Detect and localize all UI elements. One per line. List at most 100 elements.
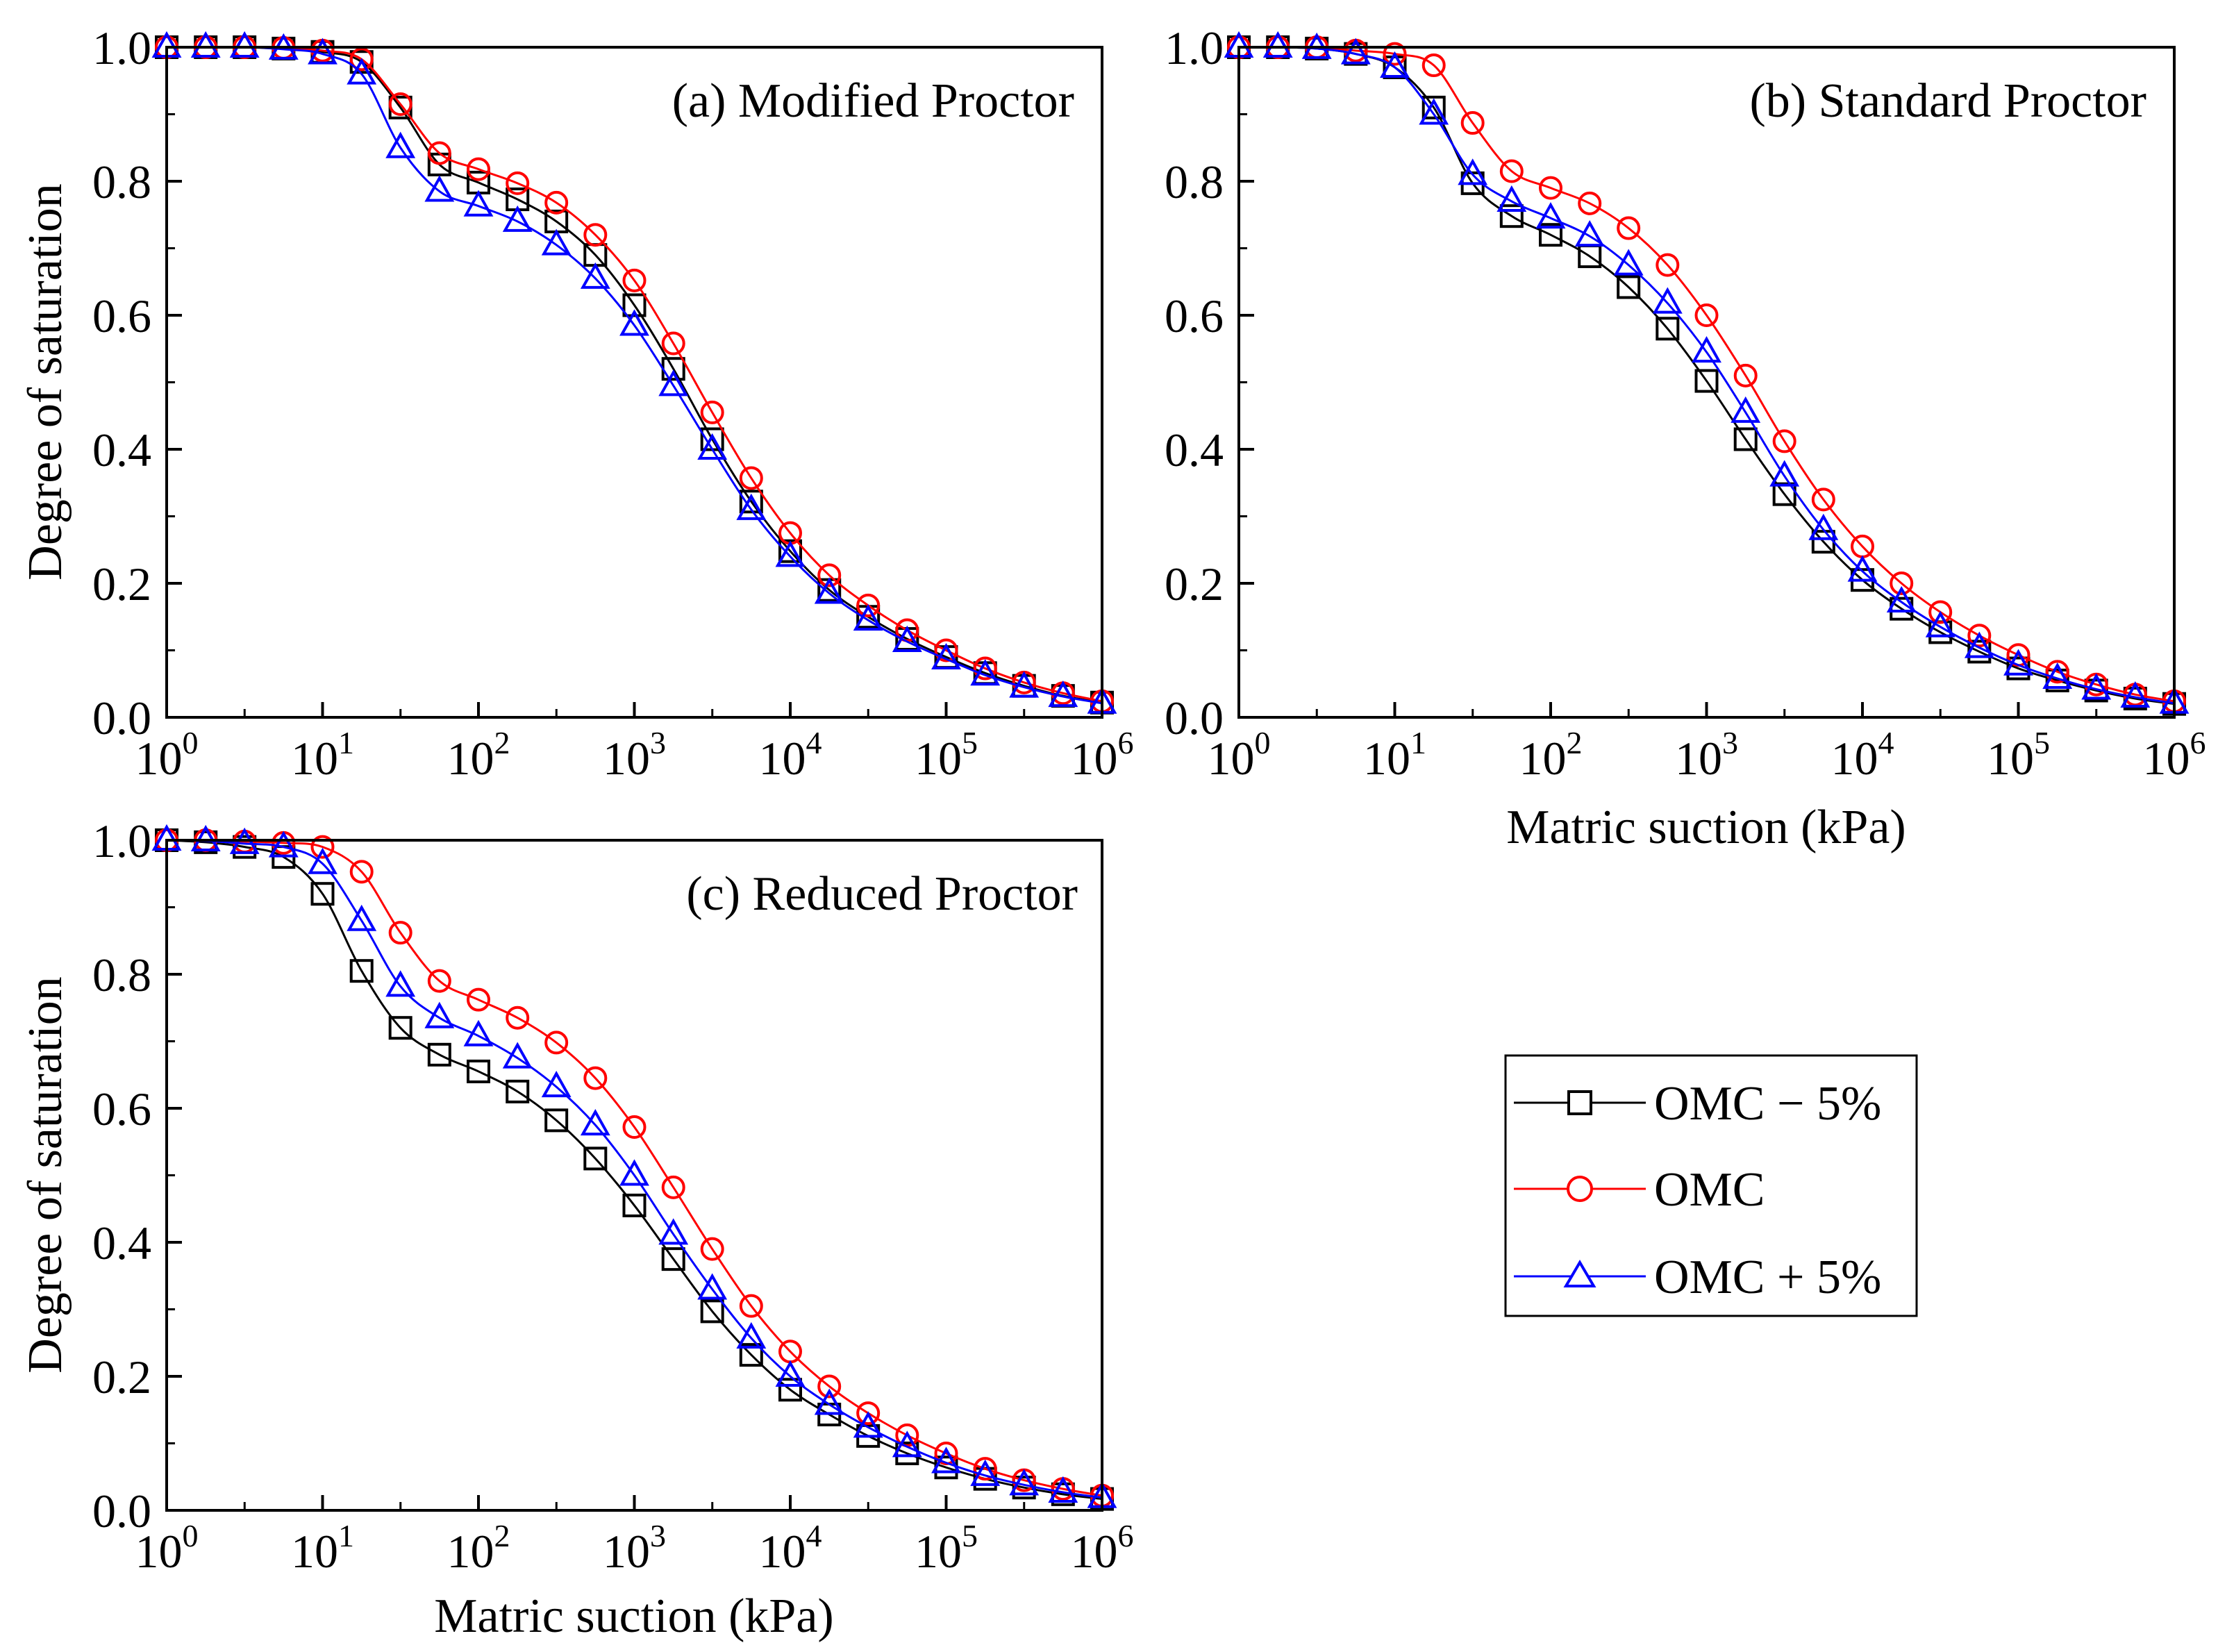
data-point-triangle (931, 642, 961, 670)
data-point-square (427, 1042, 451, 1067)
x-tick-label: 104 (1831, 725, 1894, 785)
x-tick-label: 102 (447, 1518, 510, 1578)
data-point-triangle (308, 37, 337, 65)
data-point-triangle (697, 1273, 728, 1300)
data-point-triangle (892, 1430, 922, 1458)
x-tick-label: 105 (915, 1518, 978, 1578)
data-point-circle (661, 331, 685, 356)
x-tick-label: 106 (2143, 725, 2206, 785)
x-tick-label: 106 (1071, 725, 1134, 785)
y-tick-label: 0.0 (1165, 692, 1224, 744)
y-tick-label: 1.0 (1165, 22, 1224, 74)
data-point-triangle (1731, 396, 1761, 423)
data-point-triangle (1535, 201, 1566, 229)
data-point-square (739, 1343, 763, 1367)
data-point-triangle (619, 1159, 649, 1186)
data-point-square (349, 959, 374, 983)
data-point-circle (700, 1237, 724, 1261)
square-icon (1567, 1090, 1592, 1115)
data-point-triangle (580, 262, 610, 289)
data-point-triangle (1048, 1476, 1078, 1503)
data-point-triangle (580, 1109, 610, 1136)
data-point-square (310, 882, 335, 906)
data-point-triangle (424, 175, 455, 202)
x-tick-label: 100 (1208, 725, 1271, 785)
x-tick-label: 103 (1675, 725, 1738, 785)
y-tick-label: 0.6 (92, 1083, 151, 1135)
data-point-triangle (1847, 555, 1878, 582)
series-triangle (151, 824, 1117, 1508)
data-point-square (1421, 95, 1446, 119)
y-tick-label: 0.2 (1165, 558, 1224, 610)
data-point-triangle (697, 433, 728, 460)
data-point-circle (1421, 53, 1446, 78)
data-point-triangle (736, 493, 767, 520)
series-line (167, 46, 1103, 705)
data-point-square (1694, 369, 1719, 393)
data-point-circle (1460, 111, 1485, 135)
y-tick-label: 0.2 (92, 558, 151, 610)
data-point-circle (817, 563, 842, 587)
data-point-triangle (1769, 460, 1800, 487)
data-point-circle (973, 1457, 997, 1481)
x-tick-label: 101 (291, 725, 354, 785)
data-point-circle (1617, 216, 1641, 240)
x-tick-label: 103 (603, 1518, 666, 1578)
panel-title: (c) Reduced Proctor (686, 867, 1078, 921)
data-point-square (1733, 427, 1758, 451)
x-tick-label: 105 (1987, 725, 2050, 785)
data-point-circle (661, 1175, 685, 1199)
x-tick-label: 100 (135, 725, 199, 785)
series-triangle (151, 31, 1117, 714)
data-point-triangle (970, 1459, 1001, 1486)
y-axis-title: Degree of saturation (19, 976, 72, 1373)
panel-title: (b) Standard Proctor (1749, 74, 2146, 128)
data-point-circle (1694, 303, 1719, 327)
series-line (167, 46, 1103, 703)
data-point-circle (544, 190, 569, 215)
data-point-triangle (931, 1446, 961, 1474)
x-tick-label: 102 (1519, 725, 1583, 785)
data-point-circle (1928, 600, 1953, 624)
data-point-triangle (658, 1218, 689, 1245)
panel-b: 100 101 102 103 104 105 1060.00.20.40.60.81.0 … (1165, 22, 2206, 854)
data-point-circle (349, 47, 374, 72)
data-point-square (388, 1016, 412, 1040)
data-point-square (506, 1079, 530, 1103)
x-tick-label: 100 (135, 1518, 199, 1578)
data-point-triangle (1009, 1469, 1040, 1496)
data-point-circle (973, 656, 997, 681)
data-point-triangle (853, 603, 883, 631)
data-point-circle (1967, 624, 1992, 648)
x-tick-label: 102 (447, 725, 510, 785)
y-tick-label: 0.2 (92, 1351, 151, 1403)
data-point-circle (388, 921, 412, 945)
data-point-circle (1733, 363, 1758, 387)
data-point-square (622, 293, 647, 317)
data-point-circle (700, 400, 724, 424)
data-point-circle (1656, 253, 1680, 277)
data-point-triangle (1380, 51, 1410, 78)
y-tick-label: 0.8 (92, 156, 151, 208)
data-point-triangle (1458, 158, 1488, 185)
x-tick-label: 104 (759, 1518, 822, 1578)
data-point-circle (1539, 176, 1562, 200)
y-tick-label: 0.4 (92, 424, 151, 476)
series-triangle (1224, 31, 2190, 714)
data-point-triangle (385, 131, 416, 158)
x-tick-label: 105 (915, 725, 978, 785)
y-axis-title: Degree of saturation (19, 183, 72, 580)
data-point-circle (739, 1294, 763, 1318)
data-point-circle (427, 969, 451, 993)
data-point-triangle (2120, 681, 2151, 708)
data-point-triangle (190, 31, 221, 58)
data-point-square (583, 1146, 608, 1171)
data-point-triangle (1808, 513, 1839, 540)
data-point-triangle (1613, 249, 1644, 276)
data-point-triangle (541, 1071, 572, 1098)
data-point-square (778, 1378, 802, 1402)
data-point-square (1656, 317, 1680, 341)
data-point-triangle (385, 970, 416, 997)
